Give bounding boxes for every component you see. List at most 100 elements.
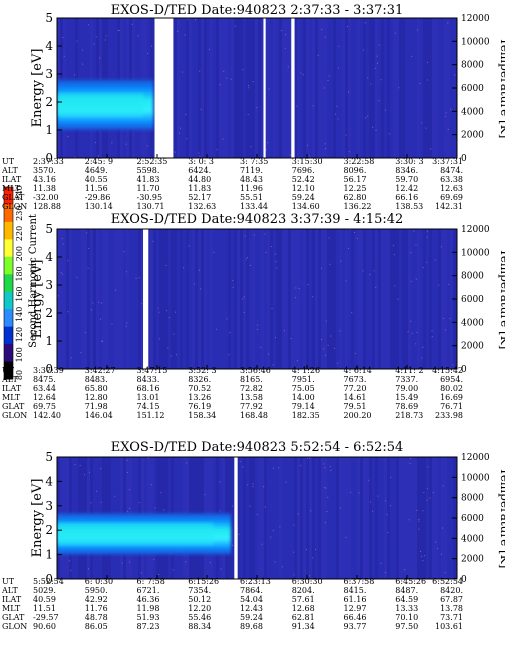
table-cell: 168.48	[240, 411, 268, 420]
colorbar-tick-label: 180	[15, 266, 24, 281]
texture-stripe	[168, 229, 171, 369]
texture-stripe	[282, 229, 285, 369]
texture-stripe	[237, 457, 240, 579]
texture-stripe	[153, 229, 156, 369]
noise-speckle	[421, 357, 423, 359]
y2-tick-label: 10000	[461, 37, 490, 47]
texture-stripe	[294, 18, 297, 158]
table-cell: 76.71	[440, 402, 463, 411]
noise-speckle	[328, 237, 330, 239]
noise-speckle	[410, 281, 412, 283]
noise-speckle	[137, 35, 139, 37]
noise-speckle	[422, 267, 424, 269]
noise-speckle	[422, 510, 424, 512]
noise-speckle	[430, 148, 432, 150]
table-cell: 8326.	[188, 375, 211, 384]
table-cell: 4:11: 2	[395, 366, 423, 375]
table-cell: 3:47:15	[137, 366, 168, 375]
table-cell: 3:15:30	[292, 157, 323, 166]
texture-stripe	[195, 18, 198, 158]
texture-stripe	[222, 18, 225, 158]
noise-speckle	[188, 245, 190, 247]
table-cell: -29.57	[33, 613, 59, 622]
noise-speckle	[324, 467, 326, 469]
table-cell: 71.98	[85, 402, 108, 411]
noise-speckle	[290, 337, 292, 339]
noise-speckle	[444, 116, 446, 118]
texture-stripe	[300, 457, 303, 579]
texture-stripe	[393, 18, 396, 158]
texture-stripe	[285, 229, 288, 369]
texture-stripe	[150, 229, 153, 369]
texture-stripe	[432, 457, 435, 579]
y-tick-label: 3	[45, 67, 53, 81]
colorbar-tick-label: 160	[15, 286, 24, 301]
texture-stripe	[396, 18, 399, 158]
texture-stripe	[231, 229, 234, 369]
texture-stripe	[303, 18, 306, 158]
table-cell: 3:56:46	[240, 366, 271, 375]
texture-stripe	[261, 457, 264, 579]
table-cell: 2:45: 9	[85, 157, 113, 166]
texture-stripe	[234, 229, 237, 369]
noise-speckle	[330, 335, 332, 337]
noise-speckle	[67, 311, 69, 313]
noise-speckle	[364, 22, 366, 24]
texture-stripe	[450, 18, 453, 158]
texture-stripe	[441, 457, 444, 579]
texture-stripe	[330, 457, 333, 579]
table-cell: 138.53	[395, 202, 423, 211]
table-cell: 8487.	[395, 586, 418, 595]
noise-speckle	[272, 364, 274, 366]
texture-stripe	[294, 457, 297, 579]
noise-speckle	[438, 284, 440, 286]
noise-speckle	[327, 496, 329, 498]
texture-stripe	[363, 229, 366, 369]
y2-tick-label: 12000	[461, 453, 490, 463]
texture-stripe	[372, 457, 375, 579]
noise-speckle	[231, 505, 233, 507]
noise-speckle	[300, 72, 302, 74]
table-cell: 86.05	[85, 622, 108, 631]
noise-speckle	[216, 328, 218, 330]
y-tick-label: 4	[45, 250, 53, 264]
texture-stripe	[399, 18, 402, 158]
row-label: GLAT	[2, 193, 25, 202]
noise-speckle	[96, 490, 98, 492]
noise-speckle	[431, 330, 433, 332]
texture-stripe	[432, 229, 435, 369]
colorbar-segment	[4, 256, 13, 275]
table-cell: 7673.	[344, 375, 367, 384]
y-axis-label: Energy [eV]	[30, 479, 45, 558]
noise-speckle	[242, 69, 244, 71]
noise-speckle	[280, 29, 282, 31]
texture-stripe	[228, 229, 231, 369]
texture-stripe	[198, 229, 201, 369]
texture-stripe	[273, 229, 276, 369]
texture-stripe	[96, 229, 99, 369]
noise-speckle	[213, 251, 215, 253]
colorbar-tick-label: 240	[15, 185, 24, 200]
texture-stripe	[354, 18, 357, 158]
noise-speckle	[295, 297, 297, 299]
table-cell: 6: 0:30	[85, 577, 113, 586]
noise-speckle	[57, 295, 59, 297]
row-label: GLAT	[2, 402, 25, 411]
table-cell: 12.80	[85, 393, 108, 402]
row-label: ILAT	[2, 175, 22, 184]
table-cell: 11.98	[137, 604, 160, 613]
colorbar-tick-label: 120	[15, 327, 24, 342]
noise-speckle	[74, 74, 76, 76]
noise-speckle	[362, 270, 364, 272]
texture-stripe	[372, 229, 375, 369]
noise-speckle	[89, 471, 91, 473]
texture-stripe	[117, 229, 120, 369]
texture-stripe	[93, 229, 96, 369]
noise-speckle	[167, 347, 169, 349]
noise-speckle	[123, 251, 125, 253]
table-cell: 12.10	[292, 184, 315, 193]
y2-tick-label: 12000	[461, 14, 490, 24]
noise-speckle	[434, 259, 436, 261]
texture-stripe	[111, 229, 114, 369]
noise-speckle	[111, 142, 113, 144]
